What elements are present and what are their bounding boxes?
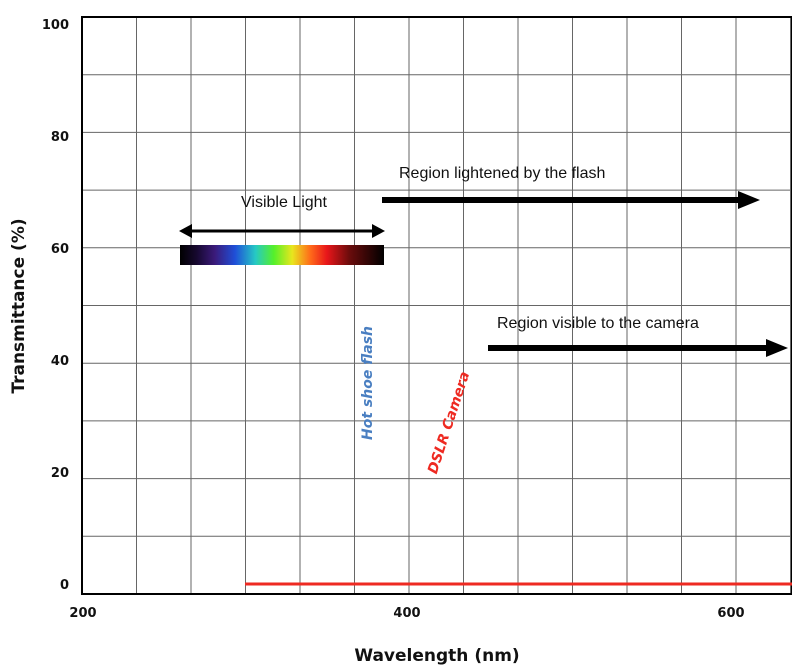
visible-light-label: Visible Light xyxy=(241,194,328,211)
y-tick-label: 0 xyxy=(60,578,69,593)
hot-shoe-flash-label: Hot shoe flash xyxy=(360,326,376,440)
visible-light-arrow xyxy=(179,224,385,238)
visible-spectrum-bar xyxy=(180,245,384,265)
x-tick-label: 600 xyxy=(717,606,744,621)
plot-frame xyxy=(81,16,792,595)
camera-region-label: Region visible to the camera xyxy=(497,315,699,332)
flash-region-label: Region lightened by the flash xyxy=(399,165,605,182)
x-axis-label: Wavelength (nm) xyxy=(354,646,519,666)
x-tick-labels: 200400600800100012001400 xyxy=(69,606,744,621)
y-tick-label: 20 xyxy=(51,466,69,481)
flash-region-arrow xyxy=(382,191,760,209)
y-tick-label: 100 xyxy=(42,18,69,33)
camera-region-arrow xyxy=(488,339,788,357)
y-tick-labels: 0 20 40 60 80 100 xyxy=(42,18,69,593)
grid-lines xyxy=(82,17,792,594)
y-tick-label: 60 xyxy=(51,242,69,257)
x-tick-label: 400 xyxy=(393,606,420,621)
y-tick-label: 80 xyxy=(51,130,69,145)
hot-shoe-flash-curve xyxy=(309,582,792,586)
dslr-camera-label: DSLR Camera xyxy=(425,370,473,476)
y-axis-label: Transmittance (%) xyxy=(9,218,29,393)
x-tick-label: 200 xyxy=(69,606,96,621)
y-tick-label: 40 xyxy=(51,354,69,369)
